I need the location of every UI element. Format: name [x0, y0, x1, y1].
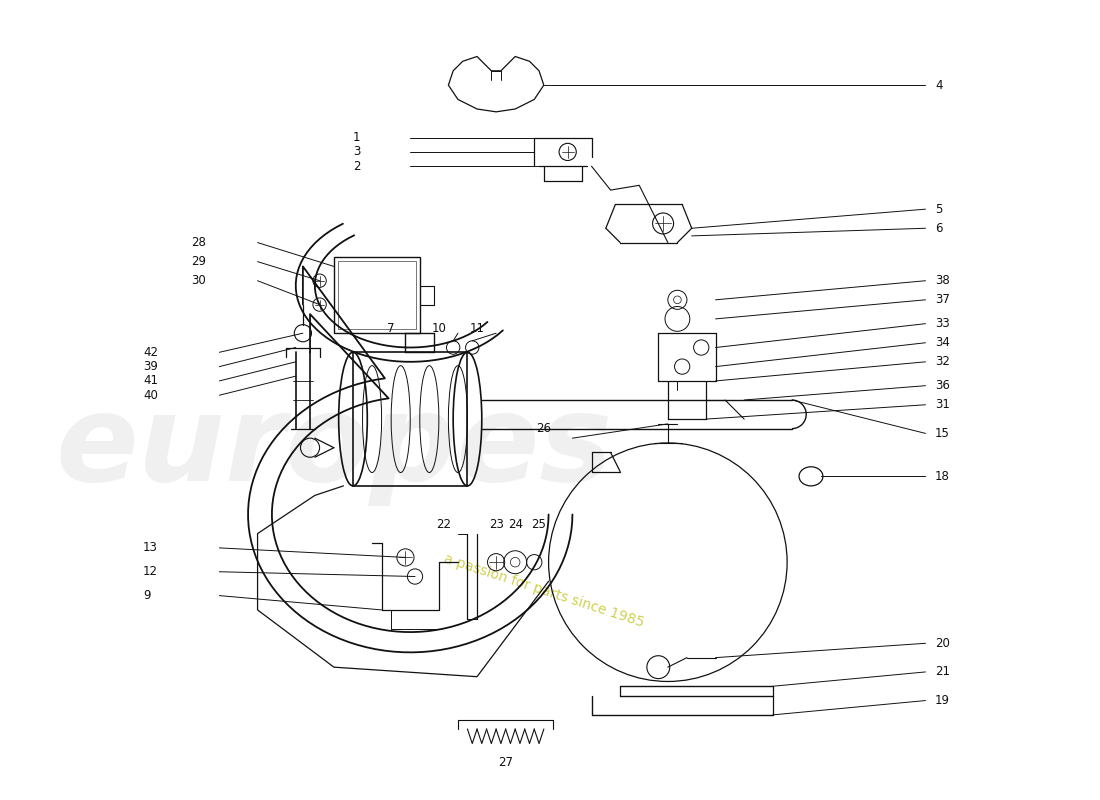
Text: 30: 30: [190, 274, 206, 287]
Text: 21: 21: [935, 666, 950, 678]
Text: 9: 9: [143, 589, 151, 602]
Text: 28: 28: [190, 236, 206, 249]
Text: a passion for parts since 1985: a passion for parts since 1985: [442, 552, 646, 630]
Text: 34: 34: [935, 336, 950, 350]
Text: 31: 31: [935, 398, 950, 411]
Text: 32: 32: [935, 355, 950, 368]
Text: 26: 26: [537, 422, 551, 435]
Text: 38: 38: [935, 274, 949, 287]
Text: 10: 10: [431, 322, 447, 335]
Text: 19: 19: [935, 694, 950, 707]
Text: 27: 27: [498, 756, 513, 769]
Text: 41: 41: [143, 374, 158, 387]
Text: 33: 33: [935, 317, 949, 330]
Text: 12: 12: [143, 566, 158, 578]
Text: 37: 37: [935, 294, 950, 306]
Text: 29: 29: [190, 255, 206, 268]
Text: 15: 15: [935, 427, 950, 440]
Text: 20: 20: [935, 637, 950, 650]
Text: 39: 39: [143, 360, 158, 373]
Text: 7: 7: [387, 322, 395, 335]
Text: 11: 11: [470, 322, 484, 335]
Text: 2: 2: [353, 160, 361, 173]
Bar: [338, 261, 416, 330]
Text: 22: 22: [436, 518, 451, 530]
Text: 6: 6: [935, 222, 943, 234]
Bar: [334, 257, 420, 334]
Text: 23: 23: [488, 518, 504, 530]
Text: 25: 25: [531, 518, 547, 530]
Text: 42: 42: [143, 346, 158, 358]
Text: 18: 18: [935, 470, 950, 483]
Text: 36: 36: [935, 379, 950, 392]
Text: 24: 24: [508, 518, 522, 530]
Text: europes: europes: [55, 390, 613, 506]
Text: 40: 40: [143, 389, 158, 402]
Text: 1: 1: [353, 131, 361, 144]
Text: 4: 4: [935, 78, 943, 92]
Text: 5: 5: [935, 202, 943, 216]
Text: 3: 3: [353, 146, 361, 158]
Text: 13: 13: [143, 542, 158, 554]
Bar: [353, 352, 468, 486]
